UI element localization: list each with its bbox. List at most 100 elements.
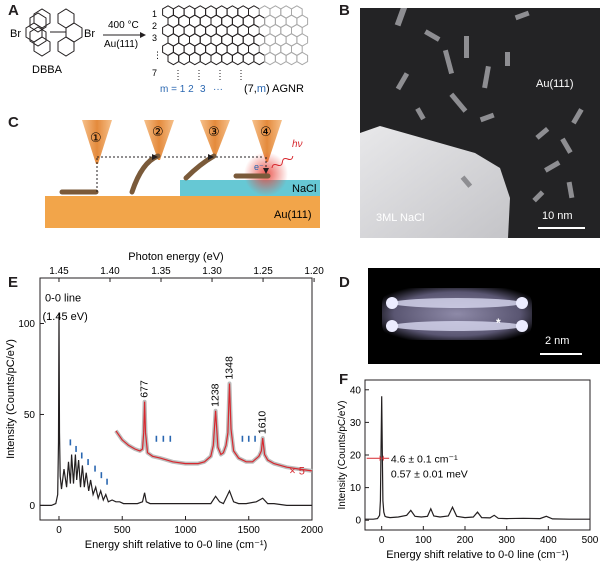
panel-a-scheme: Br Br DBBA 400 °C Au(111) 1 2 3 7 ⋮ m = … — [10, 5, 309, 95]
lattice-hex — [285, 51, 298, 66]
nacl-label-b: 3ML NaCl — [376, 212, 425, 224]
scale-label-b: 10 nm — [542, 210, 573, 222]
row-label-1: 1 — [152, 9, 157, 19]
fwhm-arrowhead-right — [382, 455, 384, 462]
fwhm-arrowhead-left — [379, 455, 382, 462]
marker-d: * — [496, 316, 501, 330]
lattice-hex — [221, 51, 233, 66]
row-label-2: 2 — [152, 21, 157, 31]
x-tick-label-f: 300 — [498, 535, 515, 546]
x-tick-label-e: 500 — [114, 525, 131, 536]
m-three: 3 — [200, 84, 206, 95]
dbba-molecule — [25, 8, 83, 57]
agnr-ribbons — [394, 8, 584, 203]
x-axis-label-e: Energy shift relative to 0-0 line (cm⁻¹) — [85, 539, 267, 551]
top-tick-label-e: 1.20 — [304, 266, 324, 277]
panel-c-schematic: ① ② ③ ④ e⁻ hν NaCl Au(111) — [45, 120, 320, 228]
scale-label-d: 2 nm — [545, 335, 570, 347]
x-tick-label-f: 500 — [582, 535, 599, 546]
panel-letter-f: F — [339, 371, 349, 388]
series-f — [365, 396, 590, 520]
main-series-e — [40, 312, 312, 506]
zero-line-label-2: (1.45 eV) — [43, 311, 88, 323]
au-substrate — [45, 196, 320, 228]
y-tick-label-f: 20 — [350, 451, 362, 462]
x-tick-label-e: 1500 — [238, 525, 261, 536]
substrate-label-b: Au(111) — [536, 78, 574, 90]
peak-label-e: 1610 — [257, 411, 269, 435]
lattice-hex — [242, 51, 255, 66]
top-tick-label-e: 1.35 — [151, 266, 171, 277]
lattice-hex — [296, 51, 309, 66]
br-left: Br — [10, 28, 21, 40]
nacl-island — [360, 126, 510, 238]
y-tick-label-f: 30 — [350, 418, 362, 429]
top-tick-label-e: 1.25 — [253, 266, 273, 277]
top-axis-label-e: Photon energy (eV) — [128, 251, 223, 263]
y-tick-label-f: 40 — [350, 385, 362, 396]
reaction-arrow-head — [140, 32, 146, 38]
inset-series-e — [115, 383, 313, 472]
chart-f: 0 100 200 300 400 500 0 10 20 30 40 Energy shift re… — [337, 379, 599, 561]
step-2: ② — [152, 124, 164, 139]
row-label-dots: ⋮ — [153, 50, 162, 60]
stm-tips — [82, 120, 282, 164]
y-tick-label-e: 100 — [18, 319, 35, 330]
peak-label-e: 1238 — [210, 383, 222, 407]
fwhm-label: 4.6 ± 0.1 cm⁻¹ — [391, 453, 458, 465]
lattice-hex — [167, 51, 180, 66]
lattice-hex — [189, 51, 201, 66]
stm-image-large: Au(111) 3ML NaCl 10 nm — [360, 8, 600, 238]
m-dots: ··· — [213, 84, 223, 95]
x-tick-label-f: 0 — [379, 535, 385, 546]
y-tick-label-f: 0 — [355, 516, 361, 527]
y-axis-label-f: Intensity (Counts/pC/eV) — [337, 401, 348, 510]
agnr-lattice — [162, 5, 309, 82]
lattice-hex — [231, 51, 244, 66]
lattice-hex — [264, 51, 276, 66]
top-tick-label-e: 1.30 — [202, 266, 222, 277]
au-label-c: Au(111) — [274, 209, 312, 221]
x-tick-label-e: 1000 — [174, 525, 197, 536]
x-tick-label-e: 0 — [56, 525, 62, 536]
y-tick-label-f: 10 — [350, 483, 362, 494]
reaction-temperature: 400 °C — [108, 20, 139, 31]
lattice-hex — [210, 51, 223, 66]
y-axis-label-e: Intensity (Counts/pC/eV) — [5, 339, 17, 459]
ribbon-image — [382, 288, 532, 340]
step-4: ④ — [260, 124, 272, 139]
peak-label-e: 1348 — [224, 356, 236, 380]
x-tick-label-f: 200 — [457, 535, 474, 546]
panel-letter-a: A — [8, 2, 19, 19]
reaction-substrate: Au(111) — [104, 39, 138, 50]
lattice-hex — [178, 51, 190, 66]
top-tick-label-e: 1.40 — [100, 266, 120, 277]
energy-label: 0.57 ± 0.01 meV — [391, 468, 468, 480]
photon-label: hν — [292, 139, 303, 150]
top-tick-label-e: 1.45 — [49, 266, 69, 277]
x-tick-label-e: 2000 — [301, 525, 324, 536]
x-axis-label-f: Energy shift relative to 0-0 line (cm⁻¹) — [386, 549, 568, 561]
y-tick-label-e: 0 — [29, 501, 35, 512]
panel-letter-e: E — [8, 274, 19, 291]
lattice-hex — [274, 51, 287, 66]
peak-label-e: 677 — [139, 380, 151, 398]
agnr-label: (7,m) AGNR — [244, 83, 304, 95]
m-label: m = 1 2 — [160, 84, 194, 95]
y-tick-label-e: 50 — [24, 410, 36, 421]
row-label-7: 7 — [152, 68, 157, 78]
x-tick-label-f: 400 — [540, 535, 557, 546]
zero-line-label-1: 0-0 line — [45, 293, 81, 305]
row-label-3: 3 — [152, 33, 157, 43]
photon-wave — [271, 155, 294, 169]
chart-e: 0 500 1000 1500 2000 0 50 100 1.45 1.40 1.35 1.30 1.… — [5, 251, 324, 551]
step-1: ① — [90, 130, 102, 145]
panel-letter-c: C — [8, 114, 19, 131]
panel-letter-b: B — [339, 2, 350, 19]
electron-label: e⁻ — [254, 162, 264, 172]
lattice-hex — [253, 51, 266, 66]
x-tick-label-f: 100 — [415, 535, 432, 546]
molecule-name: DBBA — [32, 64, 63, 76]
nacl-label-c: NaCl — [292, 183, 316, 195]
plot-frame-e — [39, 277, 313, 521]
